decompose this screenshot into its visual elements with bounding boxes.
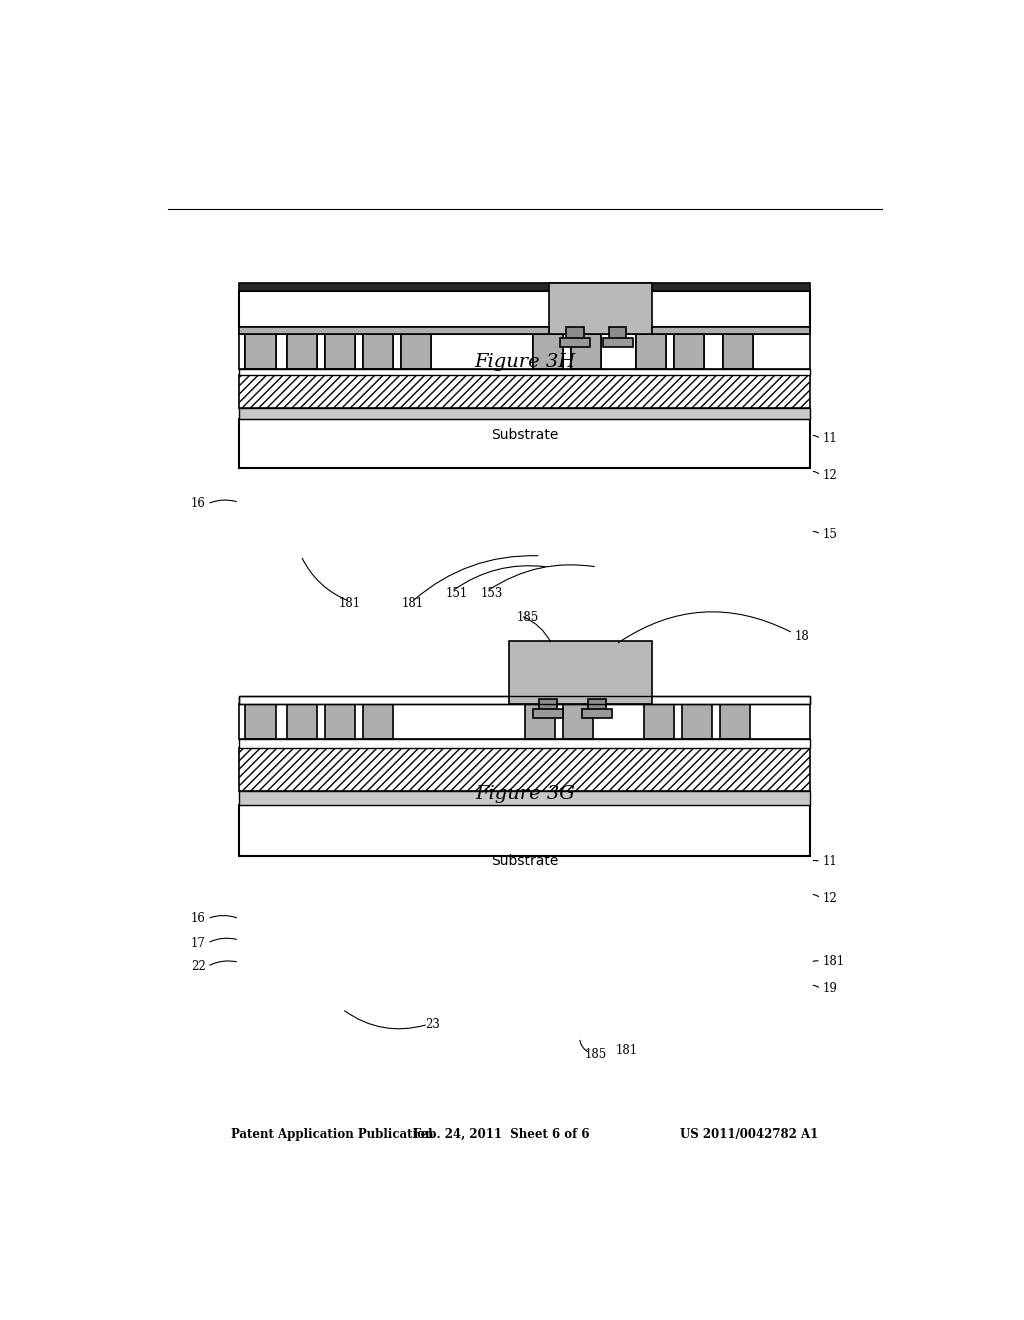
Bar bbox=[246, 334, 275, 370]
Bar bbox=[240, 704, 811, 739]
Bar bbox=[362, 704, 393, 739]
Text: 15: 15 bbox=[822, 528, 838, 541]
Text: 181: 181 bbox=[401, 597, 424, 610]
Text: 181: 181 bbox=[615, 1044, 637, 1057]
Bar bbox=[582, 709, 612, 718]
Bar bbox=[287, 704, 316, 739]
Text: 181: 181 bbox=[822, 954, 845, 968]
Bar bbox=[549, 284, 652, 334]
Bar bbox=[570, 334, 601, 370]
Bar bbox=[240, 370, 811, 375]
Bar bbox=[539, 700, 557, 714]
Text: 185: 185 bbox=[585, 1048, 607, 1061]
Bar bbox=[723, 334, 754, 370]
Bar bbox=[563, 704, 593, 739]
Text: 185: 185 bbox=[517, 611, 539, 624]
Bar bbox=[325, 334, 355, 370]
Bar bbox=[401, 334, 431, 370]
Text: Figure 3G: Figure 3G bbox=[475, 784, 574, 803]
Bar bbox=[287, 334, 316, 370]
Bar bbox=[240, 334, 811, 370]
Bar bbox=[509, 640, 652, 704]
Text: 151: 151 bbox=[445, 587, 468, 599]
Text: 181: 181 bbox=[338, 597, 360, 610]
Text: Patent Application Publication: Patent Application Publication bbox=[231, 1127, 434, 1140]
Bar bbox=[532, 709, 563, 718]
Text: 23: 23 bbox=[426, 1018, 440, 1031]
Bar bbox=[636, 334, 666, 370]
Text: 19: 19 bbox=[822, 982, 838, 995]
Bar bbox=[570, 334, 601, 370]
Bar bbox=[240, 327, 811, 334]
Bar bbox=[240, 408, 811, 418]
Bar bbox=[240, 696, 811, 704]
Text: 17: 17 bbox=[190, 937, 206, 949]
Bar bbox=[240, 418, 811, 469]
Bar bbox=[602, 338, 633, 347]
Bar bbox=[240, 334, 811, 370]
Bar bbox=[240, 327, 549, 334]
Text: Substrate: Substrate bbox=[492, 429, 558, 442]
Bar bbox=[532, 334, 563, 370]
Bar bbox=[240, 290, 811, 327]
Bar bbox=[720, 704, 751, 739]
Bar bbox=[524, 704, 555, 739]
Bar bbox=[246, 334, 275, 370]
Bar bbox=[240, 704, 811, 739]
Bar bbox=[723, 334, 754, 370]
Bar bbox=[240, 748, 811, 792]
Bar bbox=[644, 704, 674, 739]
Bar bbox=[287, 334, 316, 370]
Bar bbox=[532, 334, 563, 370]
Text: 18: 18 bbox=[795, 630, 809, 643]
Bar bbox=[682, 704, 712, 739]
Text: 12: 12 bbox=[822, 892, 838, 904]
Bar bbox=[588, 700, 606, 714]
Bar bbox=[240, 739, 811, 748]
Bar bbox=[401, 334, 431, 370]
Bar bbox=[566, 327, 584, 342]
Text: US 2011/0042782 A1: US 2011/0042782 A1 bbox=[680, 1127, 818, 1140]
Text: Substrate: Substrate bbox=[492, 854, 558, 869]
Bar bbox=[240, 792, 811, 805]
Bar bbox=[240, 284, 811, 290]
Text: 153: 153 bbox=[480, 587, 503, 599]
Bar bbox=[362, 334, 393, 370]
Bar bbox=[240, 805, 811, 855]
Text: 22: 22 bbox=[191, 960, 206, 973]
Bar bbox=[652, 327, 811, 334]
Bar bbox=[636, 334, 666, 370]
Text: 16: 16 bbox=[190, 498, 206, 511]
Bar bbox=[674, 334, 705, 370]
Text: 16: 16 bbox=[190, 912, 206, 925]
Bar bbox=[325, 334, 355, 370]
Bar bbox=[246, 704, 275, 739]
Bar bbox=[560, 338, 590, 347]
Text: Feb. 24, 2011  Sheet 6 of 6: Feb. 24, 2011 Sheet 6 of 6 bbox=[413, 1127, 589, 1140]
Text: 12: 12 bbox=[822, 469, 838, 482]
Bar bbox=[674, 334, 705, 370]
Bar bbox=[609, 327, 627, 342]
Bar bbox=[240, 696, 811, 704]
Bar bbox=[362, 334, 393, 370]
Text: Figure 3H: Figure 3H bbox=[474, 352, 575, 371]
Bar bbox=[325, 704, 355, 739]
Text: 11: 11 bbox=[822, 855, 838, 869]
Text: 11: 11 bbox=[822, 433, 838, 445]
Bar bbox=[240, 375, 811, 408]
